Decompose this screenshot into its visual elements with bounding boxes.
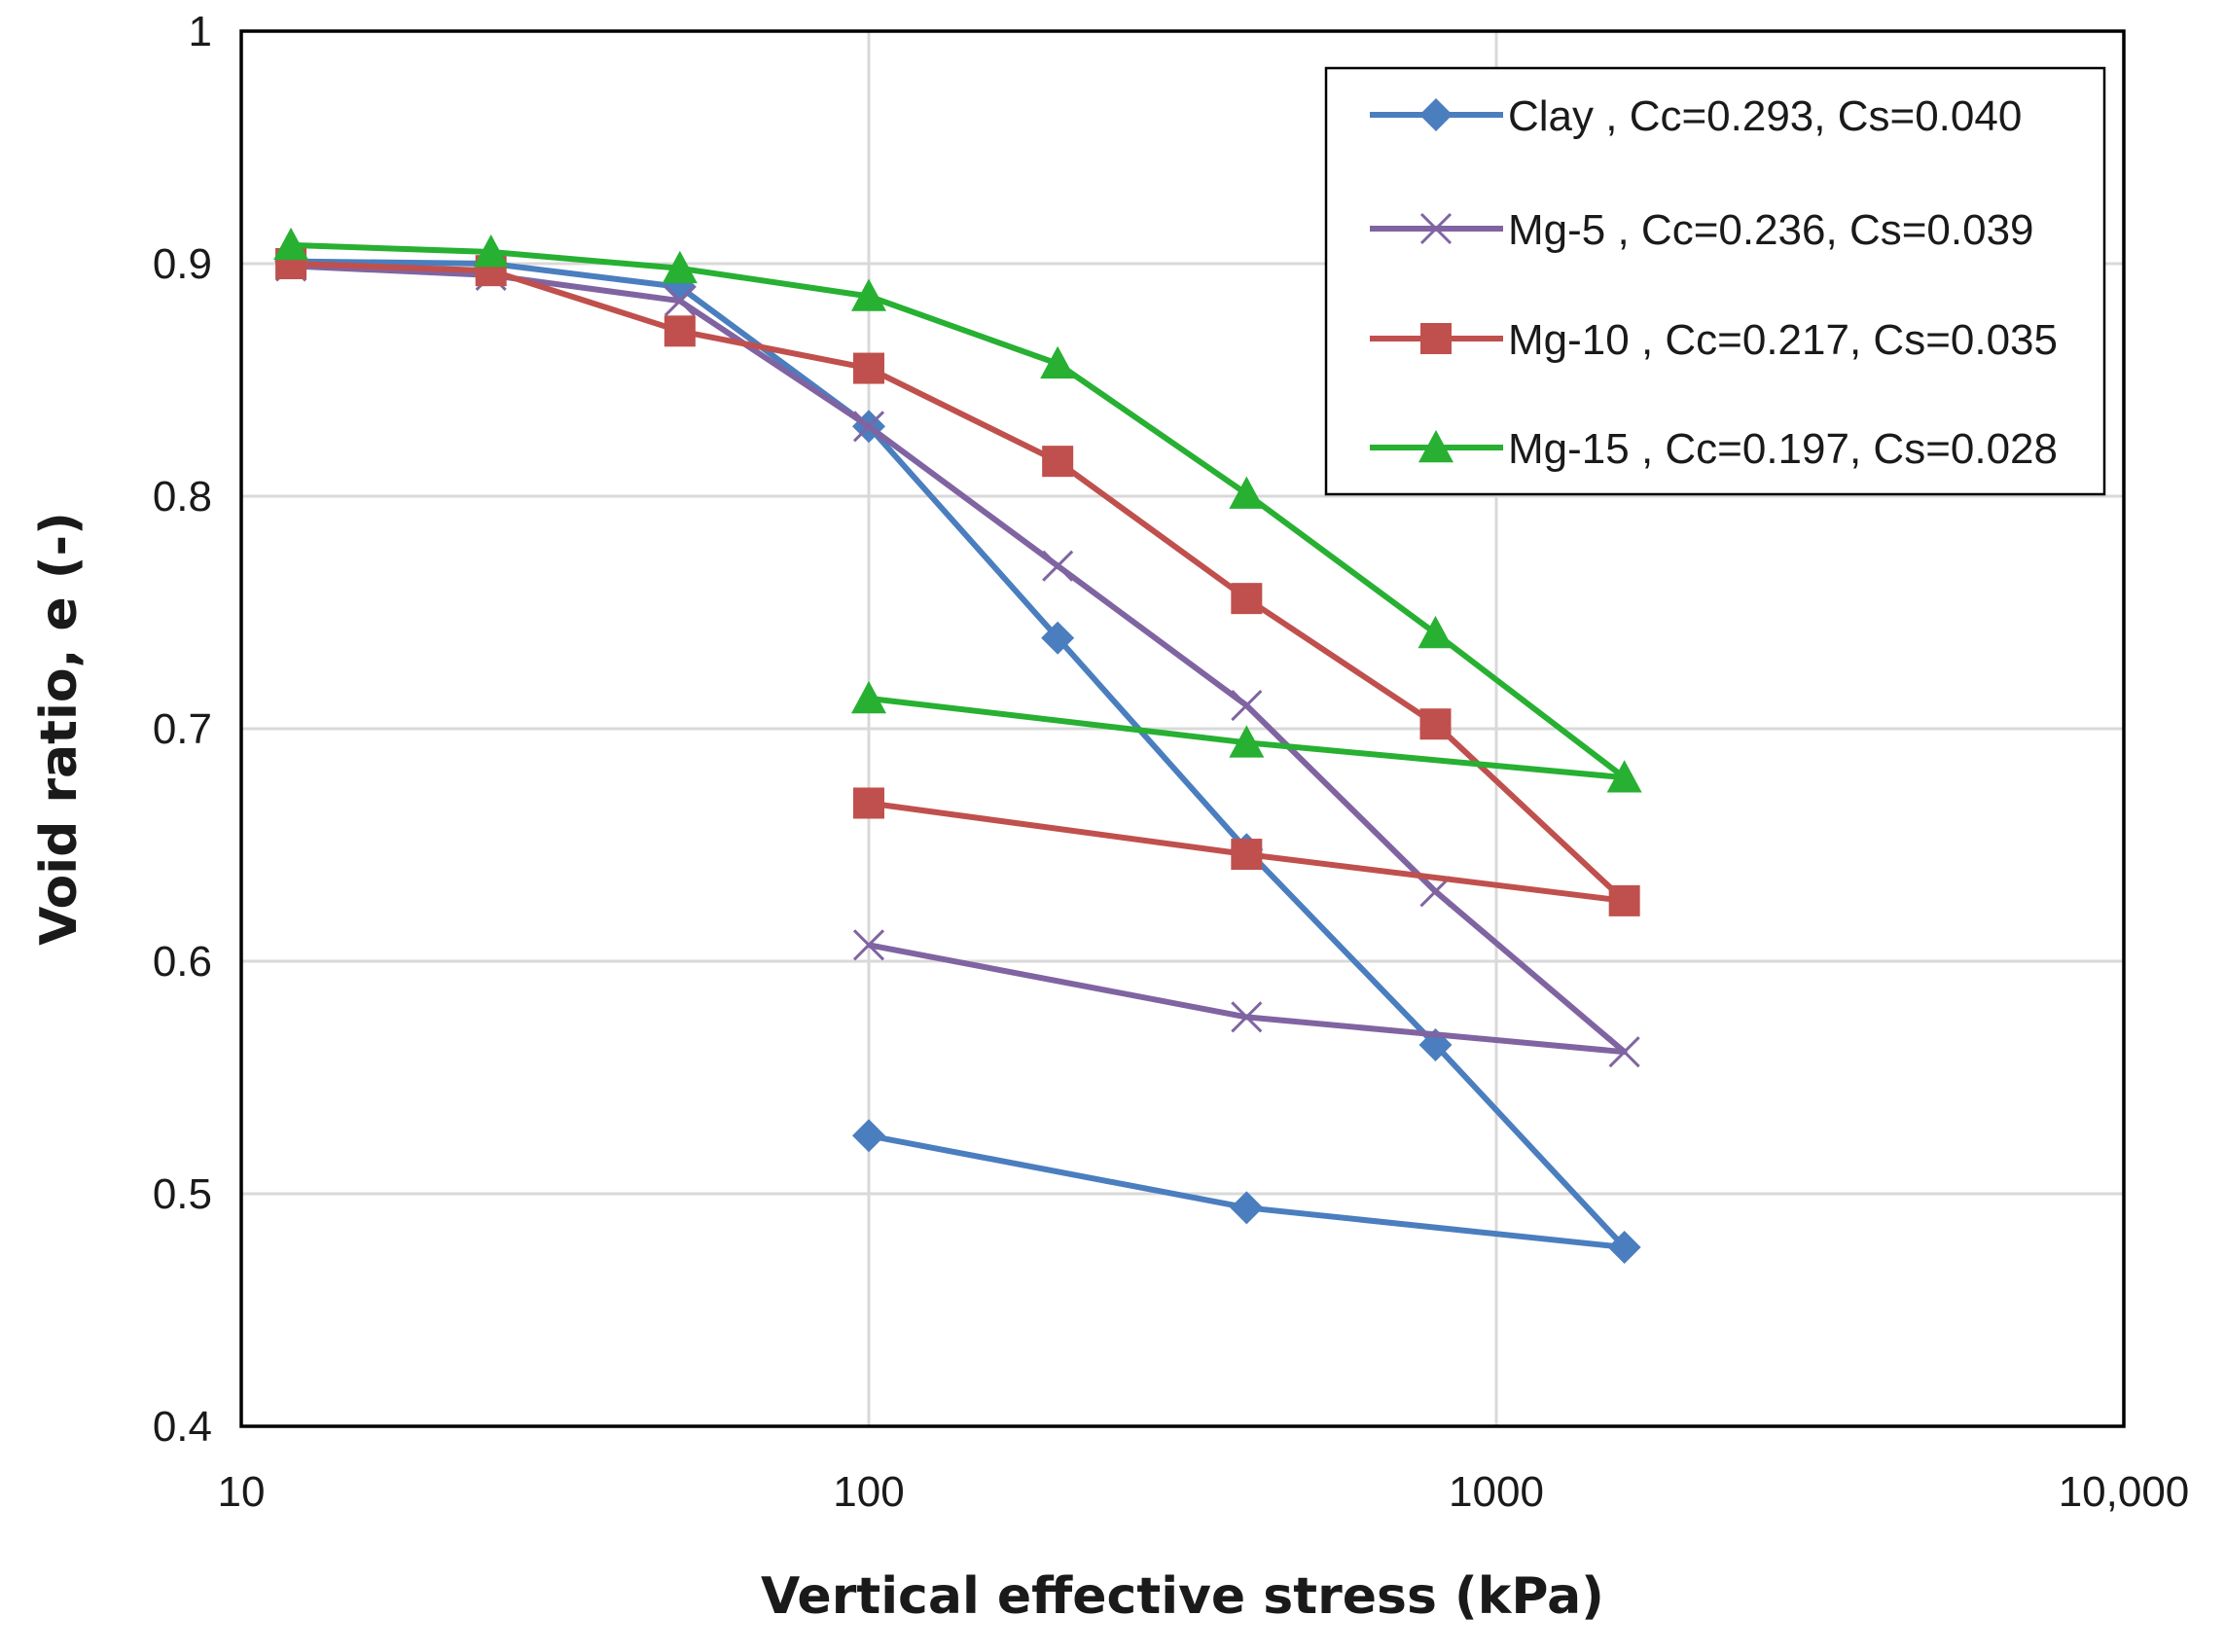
data-point-mg-15-6 [1418,616,1453,649]
data-point-mg-15-3 [851,278,886,311]
data-point-mg-15-7 [1606,760,1642,793]
legend-box [1324,66,2106,496]
x-tick-label-1: 100 [833,1468,904,1516]
data-point-mg-15-1 [473,234,509,268]
tick-labels: 0.4 0.5 0.6 0.7 0.8 0.9 1 10 100 1000 10,000 [153,8,2189,1516]
data-point-mg-5-6 [1419,876,1452,908]
data-point-mg-15-0 [273,227,309,261]
legend-label-mg-5: Mg-5 , Cc=0.236, Cs=0.039 [1508,206,2034,254]
series-mg-15 [273,227,1642,793]
plot-area-frame [239,29,2126,1428]
x-axis-title: Vertical effective stress (kPa) [761,1567,1604,1626]
y-tick-label-4: 0.8 [153,473,212,521]
y-axis-title: Void ratio, e (-) [30,512,89,946]
data-point-mg-15-8 [1229,725,1265,758]
data-point-mg-5-3-stroke-b [852,411,885,443]
data-point-mg-5-7-stroke-b [1608,1036,1640,1068]
legend-label-mg-10: Mg-10 , Cc=0.217, Cs=0.035 [1508,316,2058,364]
data-point-mg-5-4 [1042,550,1074,582]
data-point-clay-7 [1607,1230,1641,1264]
legend-marker-mg-15 [1418,430,1453,463]
data-point-mg-10-8 [1231,839,1263,871]
series-line-mg-10 [290,261,1628,904]
y-tick-label-5: 0.9 [153,240,212,288]
grid [241,31,2124,1426]
legend-item-clay: Clay , Cc=0.293, Cs=0.040 [1370,92,2022,140]
x-tick-label-3: 10,000 [2059,1468,2190,1516]
data-point-mg-5-6-stroke-b [1419,876,1452,908]
data-point-mg-5-2-stroke-b [664,285,696,317]
x-tick-label-0: 10 [218,1468,266,1516]
series-line-mg-15 [290,241,1628,781]
legend-item-mg-15: Mg-15 , Cc=0.197, Cs=0.028 [1370,425,2058,473]
legend: Clay , Cc=0.293, Cs=0.040 Mg-5 , Cc=0.236… [1324,66,2106,496]
legend-item-mg-10: Mg-10 , Cc=0.217, Cs=0.035 [1370,316,2058,364]
legend-label-clay: Clay , Cc=0.293, Cs=0.040 [1508,92,2022,140]
data-point-mg-10-4 [1042,446,1074,478]
legend-marker-mg-5 [1419,212,1453,245]
data-point-mg-10-3 [853,352,884,384]
y-tick-label-2: 0.6 [153,938,212,986]
data-point-mg-10-9 [853,787,884,819]
legend-marker-mg-10 [1420,323,1452,354]
legend-marker-clay [1419,98,1453,131]
data-point-mg-5-9-stroke-b [852,929,885,961]
data-point-mg-5-3 [852,411,885,443]
data-point-mg-10-2 [664,315,696,347]
y-tick-label-0: 0.4 [153,1403,212,1451]
data-point-mg-5-7 [1608,1036,1640,1068]
data-point-mg-15-5 [1229,476,1265,509]
data-point-mg-15-4 [1040,345,1076,379]
data-point-mg-5-4-stroke-b [1042,550,1074,582]
data-point-clay-8 [1230,1191,1264,1225]
data-point-mg-10-7 [1608,884,1640,916]
data-point-mg-5-9 [852,929,885,961]
data-point-clay-4 [1041,621,1075,655]
data-point-mg-15-9 [851,680,886,714]
legend-marker-mg-5-stroke-b [1419,212,1453,245]
legend-label-mg-15: Mg-15 , Cc=0.197, Cs=0.028 [1508,425,2058,473]
series-line-mg-5 [290,263,1628,1056]
data-point-mg-5-8-stroke-b [1231,1001,1263,1033]
legend-item-mg-5: Mg-5 , Cc=0.236, Cs=0.039 [1370,206,2034,254]
data-point-clay-9 [852,1119,885,1153]
y-tick-label-3: 0.7 [153,705,212,753]
data-point-mg-10-6 [1419,708,1452,740]
data-point-mg-10-5 [1231,583,1263,615]
y-tick-label-1: 0.5 [153,1170,212,1218]
data-point-mg-5-5 [1231,690,1263,722]
series-layer [273,227,1642,1264]
series-line-clay [291,258,1628,1250]
x-tick-label-2: 1000 [1449,1468,1544,1516]
data-point-mg-5-8 [1231,1001,1263,1033]
y-tick-label-6: 1 [189,8,212,55]
data-point-mg-5-5-stroke-b [1231,690,1263,722]
legend-items: Clay , Cc=0.293, Cs=0.040 Mg-5 , Cc=0.236… [1370,92,2058,473]
data-point-mg-15-2 [662,250,698,284]
data-point-mg-5-2 [664,285,696,317]
